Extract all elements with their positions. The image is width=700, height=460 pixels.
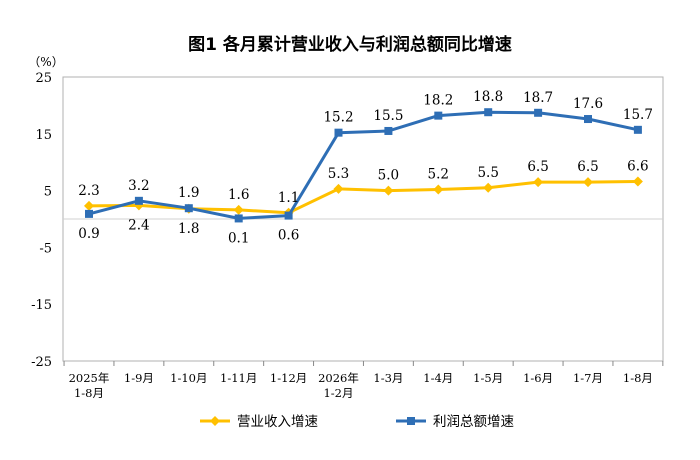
series-1-point [483, 182, 494, 193]
data-label: 5.3 [328, 166, 349, 182]
series-2-point [85, 209, 93, 218]
data-label: 18.8 [473, 89, 503, 105]
data-label: 6.5 [527, 159, 548, 175]
legend-marker-2 [407, 417, 415, 425]
data-label: 17.6 [573, 96, 603, 112]
chart-title: 图1 各月累计营业收入与利润总额同比增速 [188, 34, 512, 55]
series-2-point [633, 125, 642, 134]
series-1-point [383, 185, 394, 196]
series-1-point [533, 177, 544, 188]
data-label: 2.4 [128, 217, 149, 233]
series-2-point [284, 211, 293, 220]
series-1-point [583, 177, 593, 188]
y-tick-label: 25 [35, 71, 52, 86]
data-label: 15.7 [623, 107, 653, 123]
data-label: 1.8 [178, 221, 199, 237]
data-label: 6.6 [627, 159, 648, 175]
data-label: 5.2 [428, 166, 449, 182]
series-1-point [632, 176, 643, 187]
x-tick-label: 1-6月 [523, 371, 553, 385]
y-tick-label: 15 [35, 128, 52, 143]
x-tick-label: 1-11月 [220, 371, 257, 385]
axes-layer: 25 15 5 -5 -15 -25 2025年 1-8月 1-9月 1-10月 1-11月 1-12… [31, 71, 664, 400]
y-tick-label: -5 [39, 241, 52, 256]
series-2-point [134, 196, 143, 205]
series-2-point [384, 126, 393, 135]
x-tick-label: 2026年 1-2月 [318, 371, 359, 400]
data-label: 1.1 [278, 190, 299, 206]
x-tick-label: 1-8月 [623, 371, 653, 385]
series-2-point [484, 108, 493, 117]
series-2-point [184, 204, 193, 213]
x-tick-label: 1-9月 [124, 371, 154, 385]
data-label: 18.2 [423, 93, 453, 109]
legend: 营业收入增速 利润总额增速 [200, 414, 514, 430]
series-layer [84, 108, 643, 223]
series-1-point [333, 183, 344, 194]
series-2-point [534, 108, 543, 117]
data-label: 1.9 [178, 185, 199, 201]
y-axis-unit-label: （%） [28, 55, 63, 69]
y-tick-label: -25 [31, 355, 52, 370]
x-tick-label: 1-7月 [573, 371, 603, 385]
x-tick-label: 1-4月 [423, 371, 453, 385]
data-label: 1.6 [228, 187, 249, 203]
data-label: 2.3 [78, 183, 99, 199]
data-label: 15.5 [373, 108, 403, 124]
data-label: 0.9 [78, 226, 99, 242]
data-label: 3.2 [128, 178, 149, 194]
x-tick-label: 1-12月 [270, 371, 307, 385]
x-tick-label: 1-3月 [373, 371, 403, 385]
series-1-point [84, 200, 94, 211]
legend-label-1: 营业收入增速 [237, 414, 318, 430]
legend-label-2: 利润总额增速 [433, 414, 514, 430]
series-1-point [433, 184, 444, 195]
data-label: 18.7 [523, 90, 553, 106]
series-line-2 [88, 110, 639, 220]
data-label: 6.5 [577, 159, 598, 175]
series-line-1 [88, 180, 638, 215]
data-label: 5.5 [477, 165, 498, 181]
series-2-point [584, 115, 592, 124]
series-1-point [233, 204, 244, 215]
y-tick-label: -15 [31, 298, 52, 313]
x-tick-label: 1-5月 [473, 371, 503, 385]
data-label: 5.0 [378, 168, 399, 184]
y-tick-label: 5 [44, 185, 52, 200]
x-tick-label: 1-10月 [170, 371, 207, 385]
data-labels-layer: 2.3 2.4 1.8 1.6 1.1 5.3 5.0 5.2 5.5 6.5 6.5 6.6 0.9 3… [78, 89, 653, 246]
data-label: 0.6 [278, 228, 299, 244]
x-tick-label: 2025年 1-8月 [69, 371, 110, 400]
data-label: 0.1 [228, 230, 249, 246]
series-2-point [234, 214, 243, 223]
series-2-point [334, 128, 343, 137]
series-2-point [434, 111, 443, 120]
data-label: 15.2 [323, 110, 353, 126]
legend-marker-1 [210, 416, 220, 426]
